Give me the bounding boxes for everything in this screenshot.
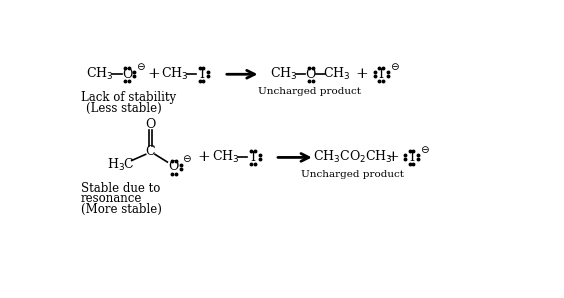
Text: O: O <box>122 68 133 81</box>
Text: CH$_3$: CH$_3$ <box>86 66 114 82</box>
Text: Stable due to: Stable due to <box>81 182 160 195</box>
Text: CH$_3$: CH$_3$ <box>212 149 239 165</box>
Text: I: I <box>250 151 255 164</box>
Text: +: + <box>355 67 368 81</box>
Text: CH$_3$: CH$_3$ <box>161 66 188 82</box>
Text: I: I <box>379 68 384 81</box>
Text: ⊖: ⊖ <box>182 154 191 164</box>
Text: I: I <box>199 68 204 81</box>
Text: ⊖: ⊖ <box>136 62 144 72</box>
Text: O: O <box>145 118 156 131</box>
Text: Uncharged product: Uncharged product <box>258 87 362 96</box>
Text: +: + <box>386 150 399 164</box>
Text: +: + <box>197 150 210 164</box>
Text: I: I <box>409 151 414 164</box>
Text: Lack of stability: Lack of stability <box>81 91 176 104</box>
Text: CH$_3$CO$_2$CH$_3$: CH$_3$CO$_2$CH$_3$ <box>312 149 393 165</box>
Text: O: O <box>169 160 179 173</box>
Text: ⊖: ⊖ <box>420 145 429 155</box>
Text: ⊖: ⊖ <box>390 62 399 72</box>
Text: CH$_3$: CH$_3$ <box>323 66 351 82</box>
Text: CH$_3$: CH$_3$ <box>270 66 297 82</box>
Text: C: C <box>146 145 155 158</box>
Text: resonance: resonance <box>81 193 142 206</box>
Text: (Less stable): (Less stable) <box>86 102 162 115</box>
Text: (More stable): (More stable) <box>81 203 161 216</box>
Text: Uncharged product: Uncharged product <box>301 170 404 179</box>
Text: H$_3$C: H$_3$C <box>107 157 135 173</box>
Text: +: + <box>147 67 160 81</box>
Text: O: O <box>306 68 316 81</box>
